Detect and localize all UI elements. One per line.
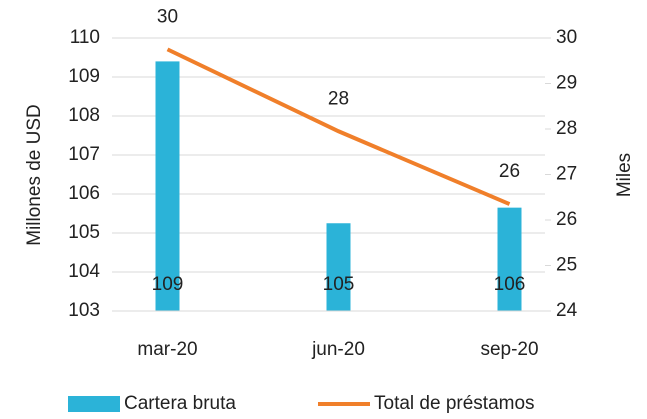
x-tick-label: jun-20 xyxy=(311,339,365,360)
y-tick-label: 106 xyxy=(68,183,100,204)
y-tick-label: 103 xyxy=(68,300,100,321)
legend-swatch xyxy=(68,396,120,412)
y-tick-label: 110 xyxy=(70,27,100,48)
bar-value-label: 105 xyxy=(323,274,355,295)
x-tick-label: mar-20 xyxy=(137,339,197,360)
bar-value-label: 109 xyxy=(152,274,184,295)
y2-tick-label: 30 xyxy=(556,27,577,48)
legend-label: Total de préstamos xyxy=(374,393,535,414)
line-value-label: 28 xyxy=(328,88,349,109)
y2-tick-label: 27 xyxy=(556,164,577,185)
x-tick-label: sep-20 xyxy=(480,339,538,360)
bar xyxy=(155,61,180,312)
y-tick-label: 108 xyxy=(68,105,100,126)
bar-value-label: 106 xyxy=(494,274,526,295)
legend-label: Cartera bruta xyxy=(124,393,236,414)
y-tick-label: 109 xyxy=(68,66,100,87)
line xyxy=(166,47,511,206)
line-value-label: 30 xyxy=(157,6,178,27)
y-axis-title: Millones de USD xyxy=(24,104,45,246)
y2-tick-label: 24 xyxy=(556,300,578,321)
bar xyxy=(326,223,351,311)
bar xyxy=(497,207,522,311)
y2-tick-label: 29 xyxy=(556,73,577,94)
y-tick-label: 105 xyxy=(68,222,100,243)
y-tick-label: 107 xyxy=(68,144,100,165)
y-tick-label: 104 xyxy=(68,261,100,282)
y2-tick-label: 25 xyxy=(556,255,577,276)
line-value-label: 26 xyxy=(499,161,520,182)
y2-tick-label: 28 xyxy=(556,118,577,139)
y2-axis-title: Miles xyxy=(614,153,635,197)
y2-tick-label: 26 xyxy=(556,209,577,230)
